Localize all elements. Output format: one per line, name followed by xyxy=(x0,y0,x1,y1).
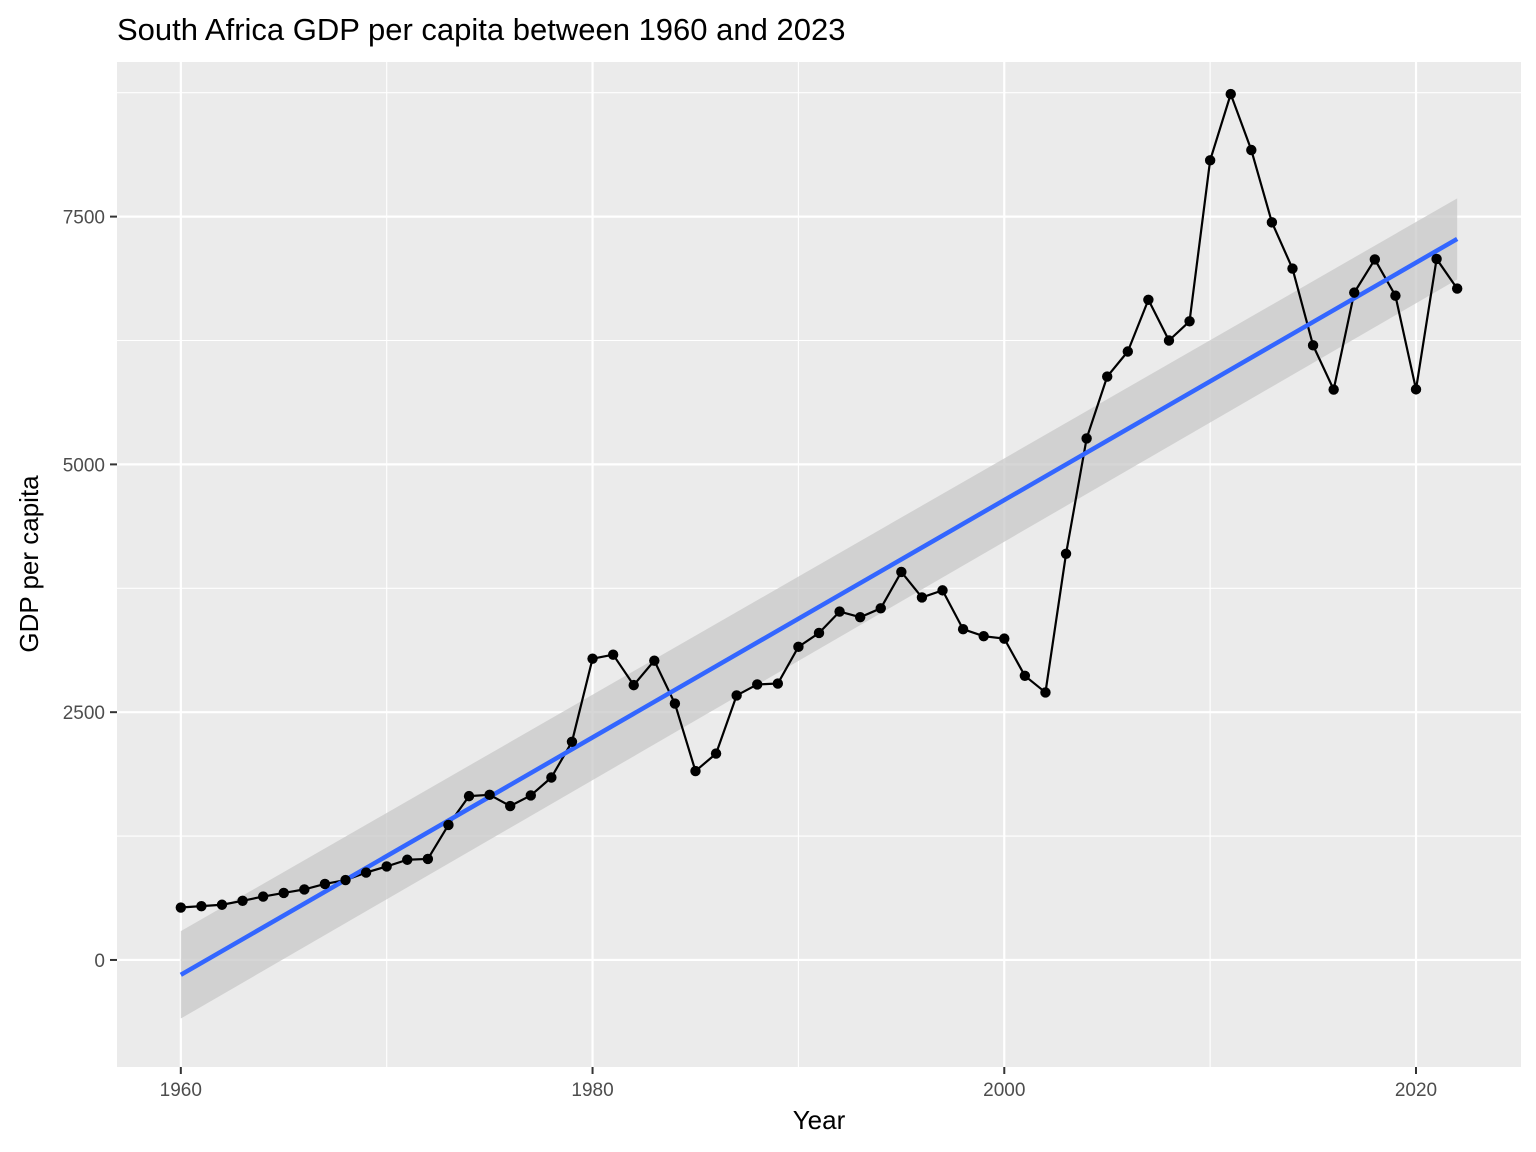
data-point xyxy=(854,612,866,623)
data-point xyxy=(752,679,763,690)
x-axis: 1960 1980 2000 2020 xyxy=(160,1067,1437,1101)
data-point xyxy=(319,878,331,890)
y-tick-label: 7500 xyxy=(63,208,105,229)
data-point xyxy=(1328,384,1339,395)
data-point xyxy=(1122,346,1133,357)
x-tick-label: 1980 xyxy=(571,1080,613,1101)
x-axis-title: Year xyxy=(793,1105,846,1135)
y-axis-title: GDP per capita xyxy=(14,475,44,653)
data-point xyxy=(1163,335,1175,346)
data-point xyxy=(793,641,804,653)
data-point xyxy=(299,884,310,895)
data-point xyxy=(1349,287,1360,298)
data-point xyxy=(1019,670,1031,682)
data-point xyxy=(813,627,825,639)
data-point xyxy=(525,790,536,801)
data-point xyxy=(628,679,639,691)
y-axis: 0 2500 5000 7500 xyxy=(63,208,117,972)
data-point xyxy=(402,854,413,865)
data-point xyxy=(772,678,784,689)
data-point xyxy=(566,736,578,748)
data-point xyxy=(1143,294,1154,305)
data-point xyxy=(1246,144,1257,156)
data-point xyxy=(1266,217,1278,228)
data-point xyxy=(175,902,187,913)
data-point xyxy=(1369,254,1381,265)
x-tick-label: 1960 xyxy=(160,1080,202,1101)
data-point xyxy=(1307,340,1319,351)
data-point xyxy=(278,887,289,899)
data-point xyxy=(546,772,557,783)
data-point xyxy=(937,585,948,596)
data-point xyxy=(999,633,1010,644)
data-point xyxy=(422,853,434,865)
data-point xyxy=(587,653,598,664)
data-point xyxy=(1081,433,1092,444)
data-point xyxy=(340,874,351,886)
data-point xyxy=(1225,88,1236,100)
major-gridlines xyxy=(117,62,1521,1067)
data-point xyxy=(1390,290,1401,301)
y-tick-label: 2500 xyxy=(63,703,105,724)
data-point xyxy=(690,765,701,777)
data-point xyxy=(896,566,907,578)
data-point xyxy=(1431,253,1442,265)
x-tick-label: 2020 xyxy=(1395,1080,1437,1101)
trend-line xyxy=(179,236,1459,977)
data-point xyxy=(216,899,228,910)
data-point xyxy=(649,655,660,666)
y-tick-label: 0 xyxy=(94,951,105,972)
data-point xyxy=(916,592,928,603)
data-point xyxy=(1451,283,1463,294)
data-point xyxy=(834,606,845,617)
data-points-layer xyxy=(175,88,1463,913)
chart-title: South Africa GDP per capita between 1960… xyxy=(117,12,845,47)
data-point xyxy=(1060,548,1072,559)
data-point xyxy=(875,603,886,614)
data-point xyxy=(607,649,619,660)
data-point xyxy=(505,800,516,812)
x-tick-label: 2000 xyxy=(983,1080,1025,1101)
data-point xyxy=(1040,687,1051,698)
data-point xyxy=(1287,263,1298,274)
data-point xyxy=(710,748,722,759)
data-point xyxy=(978,630,989,642)
data-point xyxy=(1410,384,1422,395)
data-point xyxy=(1102,371,1113,382)
y-tick-label: 5000 xyxy=(63,455,105,476)
data-point xyxy=(463,790,475,802)
trend-line-layer xyxy=(179,236,1459,977)
data-point xyxy=(669,698,681,709)
data-point xyxy=(484,789,495,801)
data-point xyxy=(1184,316,1195,327)
data-point xyxy=(257,891,269,902)
data-point xyxy=(957,624,969,635)
data-point xyxy=(237,895,248,906)
data-point xyxy=(443,819,454,831)
data-point xyxy=(196,900,207,912)
data-point xyxy=(381,861,392,872)
data-point xyxy=(731,690,742,701)
data-point xyxy=(1204,155,1216,166)
data-point xyxy=(360,867,372,878)
